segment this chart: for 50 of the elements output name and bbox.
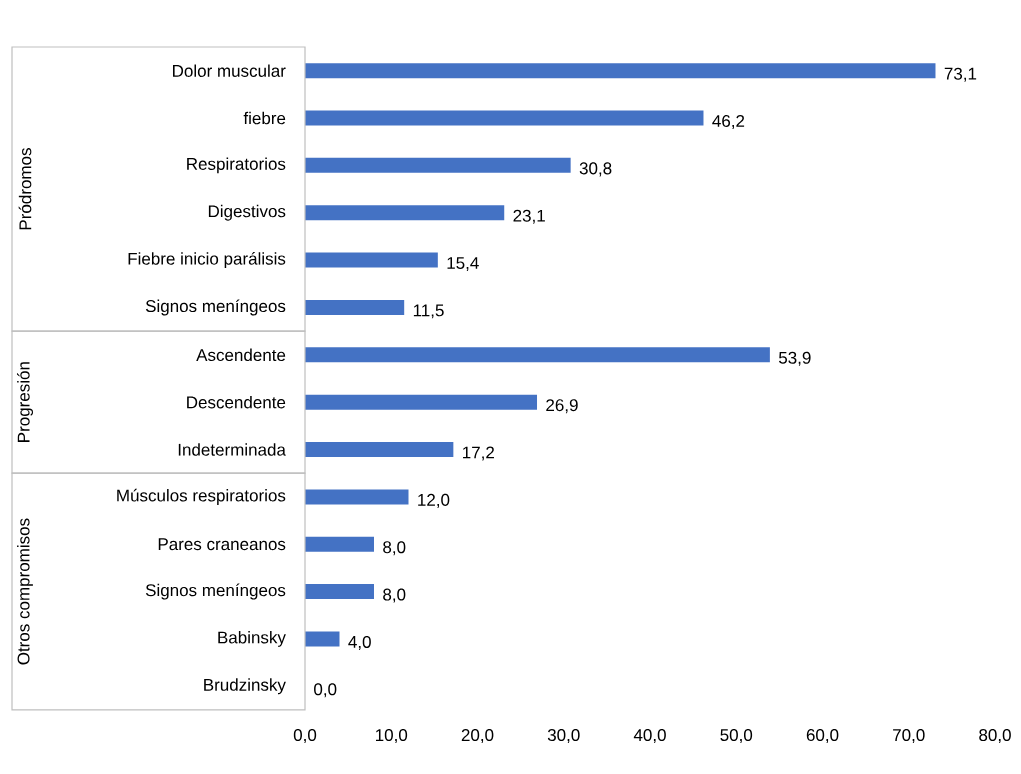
data-label: 53,9 xyxy=(778,351,811,366)
y-axis-title: Pródromos xyxy=(18,148,32,230)
data-label: 46,2 xyxy=(712,115,745,130)
bar xyxy=(305,299,405,315)
x-tick-label: 70,0 xyxy=(893,729,925,744)
bar xyxy=(305,63,936,79)
y-tick-label: Signos meníngeos xyxy=(145,299,286,316)
x-tick-label: 60,0 xyxy=(806,729,839,744)
y-axis-title: Otros compromisos xyxy=(17,518,33,665)
data-label: 11,5 xyxy=(413,304,444,319)
x-tick-label: 50,0 xyxy=(720,729,753,744)
data-label: 17,2 xyxy=(463,446,494,461)
y-tick-label: Digestivos xyxy=(208,204,286,221)
bar xyxy=(305,631,340,647)
x-tick-label: 20,0 xyxy=(461,729,494,744)
y-tick-label: Babinsky xyxy=(218,631,286,647)
y-tick-label: Brudzinsky xyxy=(204,678,286,695)
x-tick-label: 80,0 xyxy=(979,729,1011,744)
y-axis-title: Progresión xyxy=(16,362,34,442)
x-tick-label: 30,0 xyxy=(547,729,580,744)
data-label: 12,0 xyxy=(418,493,450,508)
y-tick-label: Dolor muscular xyxy=(173,64,286,77)
data-label: 4,0 xyxy=(348,635,371,650)
y-tick-label: Pares craneanos xyxy=(158,538,286,551)
y-tick-label: Indeterminada xyxy=(178,443,286,456)
data-label: 23,1 xyxy=(513,209,545,224)
x-tick-label: 10,0 xyxy=(376,729,408,744)
data-label: 8,0 xyxy=(383,541,406,556)
y-tick-label: Descendente xyxy=(187,395,286,409)
y-tick-label: fiebre xyxy=(243,111,286,125)
y-tick-label: Ascendente xyxy=(196,348,286,362)
bar xyxy=(305,252,438,268)
bar xyxy=(305,205,505,221)
data-label: 15,4 xyxy=(447,257,479,272)
y-tick-label: Músculos respiratorios xyxy=(117,488,286,505)
y-tick-label: Fiebre inicio parálisis xyxy=(128,252,286,269)
y-tick-label: Respiratorios xyxy=(187,157,286,174)
x-tick-label: 0,0 xyxy=(293,729,317,744)
data-label: 0,0 xyxy=(314,683,337,698)
bar xyxy=(305,584,374,600)
data-label: 8,0 xyxy=(383,588,406,603)
bar xyxy=(305,157,571,173)
bar xyxy=(305,489,409,505)
data-label: 30,8 xyxy=(579,162,612,177)
data-label: 26,9 xyxy=(546,399,578,414)
x-tick-label: 40,0 xyxy=(633,729,666,744)
y-tick-label: Signos meníngeos xyxy=(145,583,286,600)
bar xyxy=(305,110,704,126)
bar xyxy=(305,536,374,552)
data-label: 73,1 xyxy=(944,67,977,82)
